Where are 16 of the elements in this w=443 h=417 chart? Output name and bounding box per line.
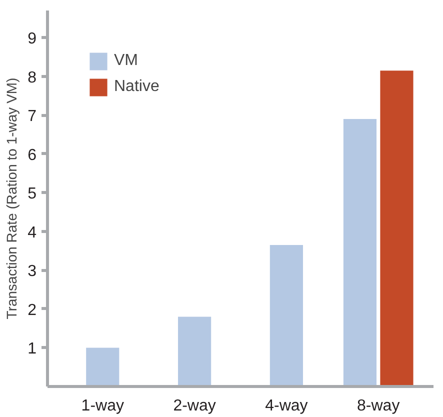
legend-label: Native — [114, 78, 160, 96]
y-axis-title: Transaction Rate (Ration to 1-way VM) — [4, 78, 20, 320]
x-tick-label: 4-way — [265, 398, 308, 414]
y-tick-label: 5 — [28, 186, 37, 203]
y-tick-label: 4 — [28, 224, 37, 242]
y-tick-label: 6 — [28, 146, 37, 164]
y-tick-label: 2 — [28, 302, 37, 319]
y-tick-label: 8 — [28, 69, 37, 86]
y-tick-label: 1 — [28, 340, 37, 358]
y-tick-label: 3 — [28, 263, 37, 280]
legend-label: VM — [114, 52, 138, 70]
y-tick-label: 9 — [28, 30, 37, 48]
y-tick-label: 7 — [28, 108, 37, 126]
x-tick-label: 1-way — [81, 398, 124, 414]
x-tick-label: 8-way — [357, 398, 400, 414]
x-tick-label: 2-way — [173, 398, 216, 414]
